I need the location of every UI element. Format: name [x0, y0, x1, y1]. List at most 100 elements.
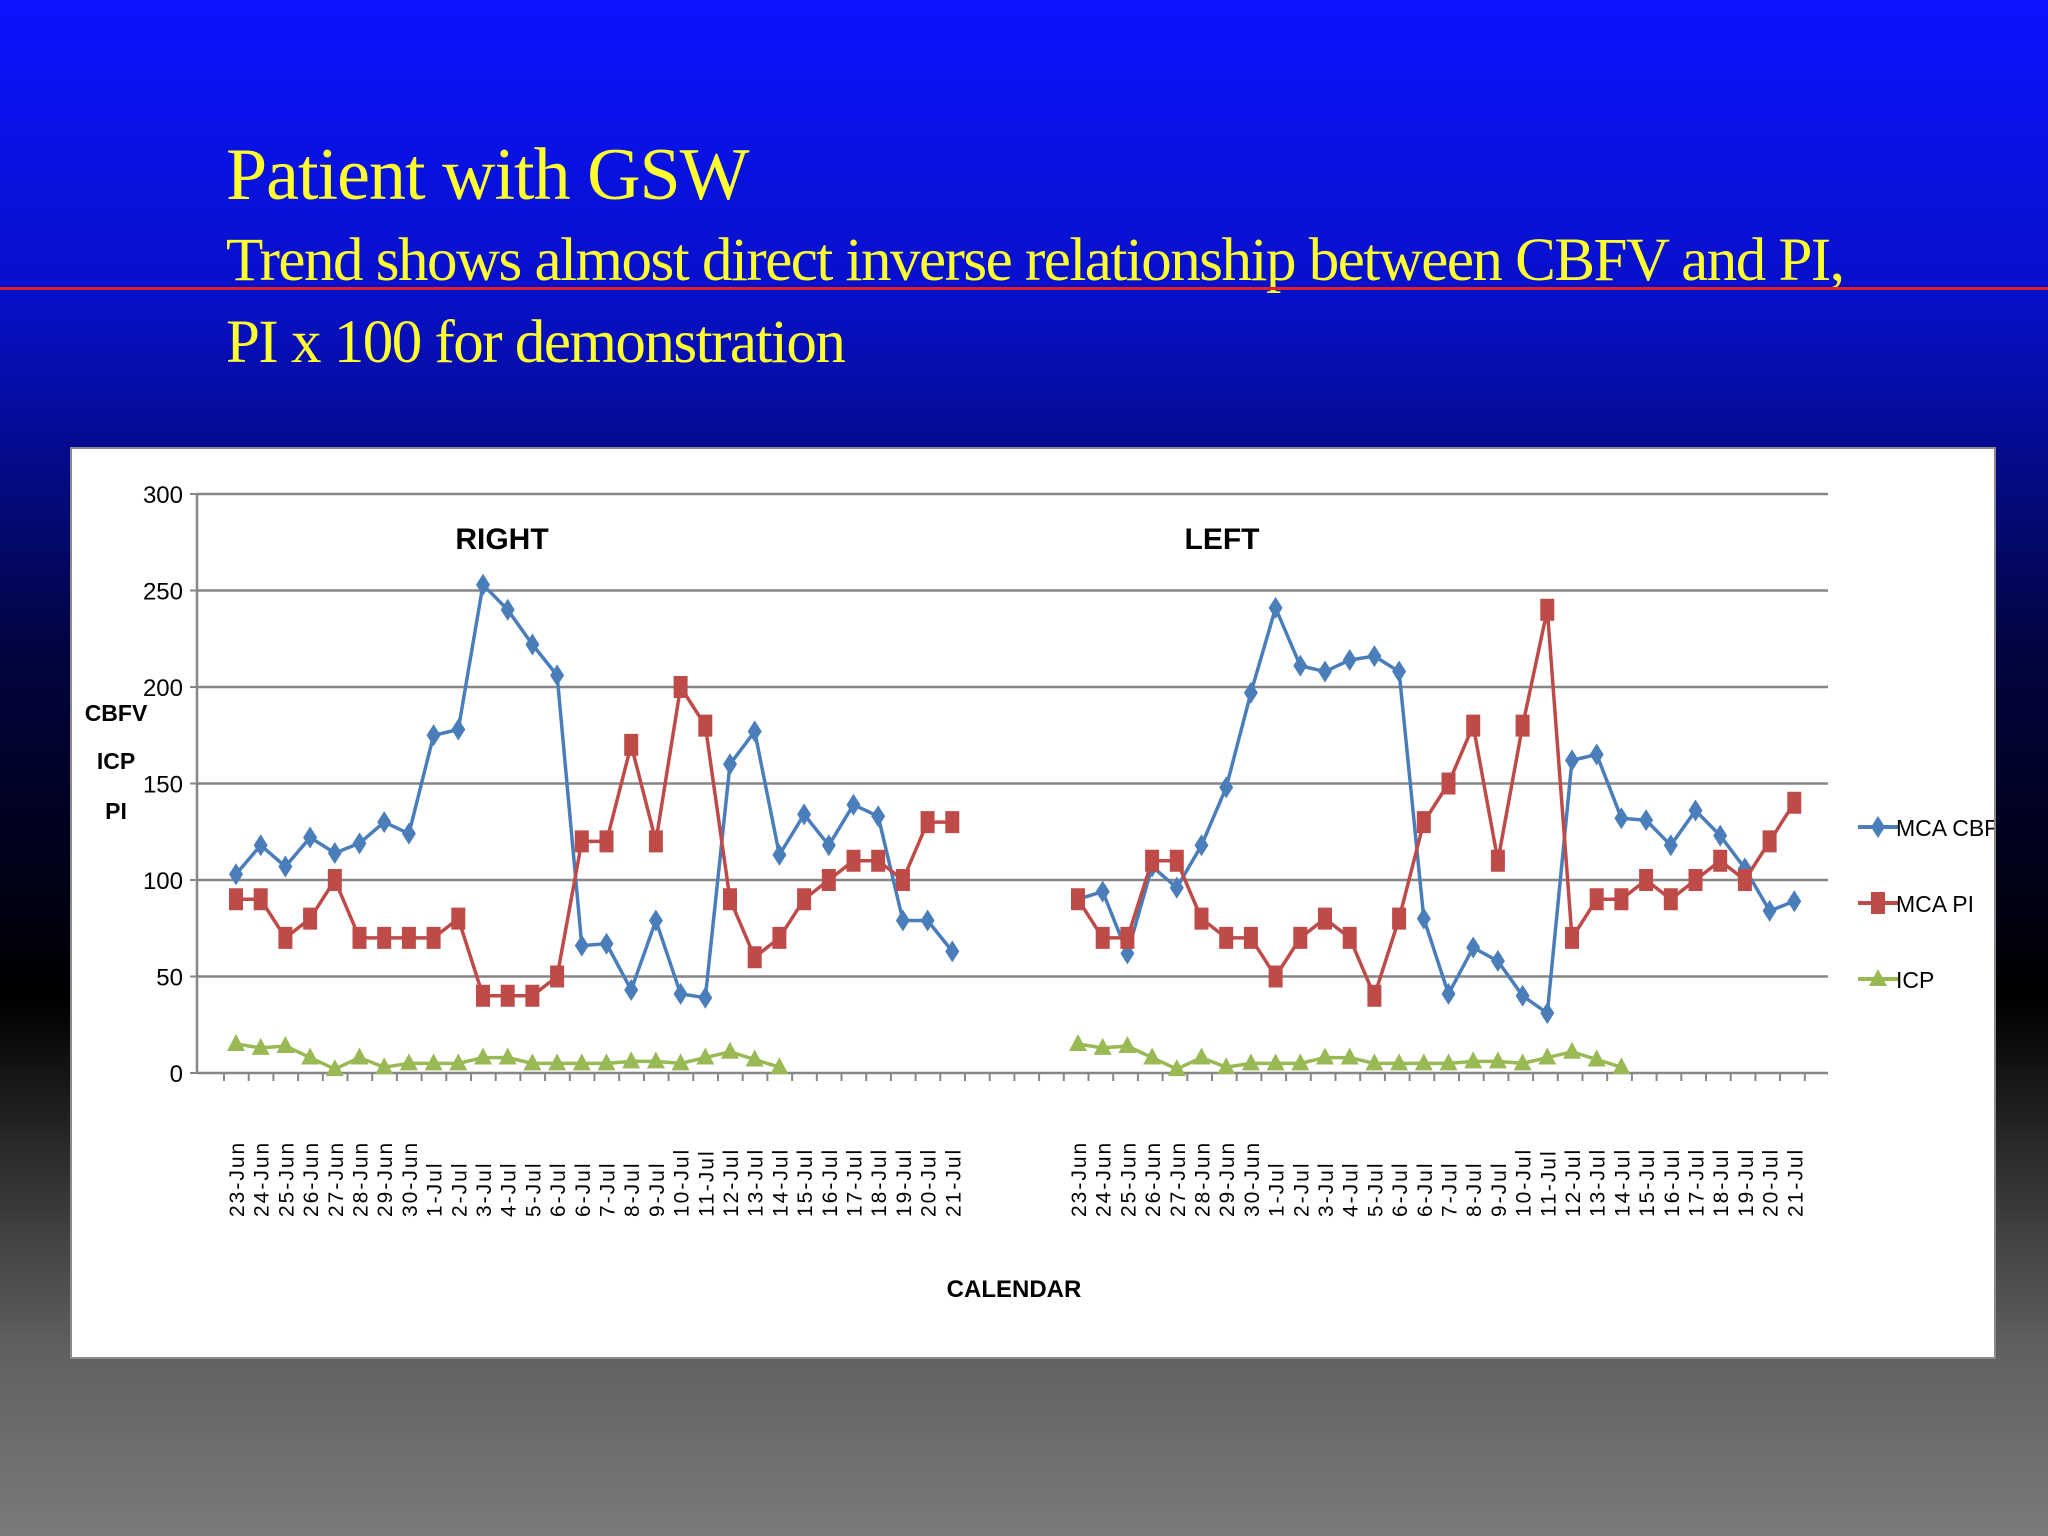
point-icp — [696, 1047, 715, 1065]
panel-title-left: LEFT — [1185, 523, 1260, 556]
point-icp — [1488, 1051, 1507, 1069]
legend-label-icp: ICP — [1896, 967, 1934, 993]
x-tick-label: 6-Jul — [1414, 1161, 1437, 1217]
point-cbfv — [945, 940, 960, 963]
legend-marker-pi — [1871, 892, 1885, 914]
point-pi — [1293, 926, 1308, 949]
point-cbfv — [1762, 899, 1777, 922]
point-icp — [1464, 1051, 1483, 1069]
point-icp — [1316, 1047, 1334, 1065]
x-tick-label: 14-Jul — [769, 1148, 792, 1217]
x-tick-label: 6-Jul — [547, 1161, 570, 1217]
point-cbfv — [747, 720, 762, 743]
y-axis-label-cbfv: CBFV — [85, 700, 148, 726]
point-pi — [920, 811, 935, 834]
point-cbfv — [648, 909, 663, 932]
x-tick-label: 7-Jul — [597, 1161, 620, 1217]
point-cbfv — [1194, 834, 1209, 857]
point-pi — [1392, 907, 1407, 930]
point-pi — [327, 869, 342, 891]
x-tick-layer: 23-Jun 24-Jun 25-Jun 26-Jun 27-Jun 28-Jun 29-J… — [223, 1073, 1807, 1217]
legend-marker-cbfv — [1871, 816, 1885, 838]
line-cbfv — [234, 582, 954, 1000]
point-icp — [1069, 1034, 1087, 1052]
series-pi-panel-1 — [1071, 598, 1802, 1007]
legend-item-icp: ICP — [1858, 967, 1934, 993]
point-icp — [1217, 1057, 1236, 1075]
point-pi — [1787, 791, 1802, 814]
x-tick-label: 30-Jun — [399, 1141, 422, 1217]
x-tick-label: 2-Jul — [1290, 1161, 1313, 1217]
x-tick-label: 6-Jul — [1389, 1161, 1412, 1217]
point-icp — [424, 1053, 443, 1071]
point-icp — [1513, 1053, 1532, 1071]
point-icp — [1538, 1047, 1557, 1065]
point-cbfv — [821, 834, 836, 857]
legend-label-cbfv: MCA CBFV — [1896, 815, 1994, 841]
point-cbfv — [1416, 907, 1431, 930]
x-tick-label: 24-Jun — [251, 1141, 274, 1217]
point-icp — [622, 1051, 641, 1069]
point-icp — [1390, 1053, 1409, 1071]
x-tick-label: 11-Jul — [695, 1149, 718, 1217]
point-cbfv — [871, 805, 886, 828]
y-tick-label-200: 200 — [143, 675, 183, 702]
x-tick-label: 14-Jul — [1611, 1148, 1634, 1217]
point-pi — [1318, 907, 1332, 930]
point-pi — [945, 811, 960, 834]
point-pi — [476, 984, 490, 1007]
x-tick-label: 6-Jul — [572, 1161, 595, 1217]
point-pi — [871, 849, 886, 872]
point-cbfv — [327, 841, 342, 864]
point-pi — [500, 984, 515, 1007]
legend-marker-icp — [1869, 969, 1887, 986]
x-tick-label: 7-Jul — [1439, 1161, 1462, 1217]
point-icp — [548, 1053, 567, 1071]
point-icp — [1291, 1053, 1310, 1071]
point-cbfv — [377, 811, 392, 834]
point-pi — [1071, 888, 1085, 911]
point-cbfv — [1367, 645, 1382, 668]
point-pi — [1194, 907, 1209, 930]
chart-svg: 23-Jun 24-Jun 25-Jun 26-Jun 27-Jun 28-Jun 29-J… — [85, 482, 1994, 1303]
point-cbfv — [1737, 857, 1752, 880]
x-tick-label: 10-Jul — [671, 1148, 694, 1217]
point-cbfv — [1490, 950, 1505, 973]
point-pi — [673, 676, 688, 698]
point-pi — [1540, 598, 1555, 621]
y-tick-label-300: 300 — [143, 482, 183, 509]
point-icp — [1118, 1035, 1137, 1053]
series-icp-panel-0 — [227, 1034, 789, 1077]
point-pi — [599, 830, 614, 853]
line-pi — [1076, 608, 1796, 998]
x-tick-label: 18-Jul — [868, 1148, 891, 1217]
series-cbfv-panel-1 — [1071, 596, 1802, 1025]
x-tick-label: 15-Jul — [794, 1148, 817, 1217]
point-icp — [1365, 1053, 1384, 1071]
point-pi — [1342, 926, 1357, 949]
point-cbfv — [772, 843, 787, 866]
point-icp — [721, 1041, 739, 1059]
x-axis-label: CALENDAR — [947, 1276, 1082, 1303]
x-tick-label: 25-Jun — [1117, 1141, 1140, 1217]
point-icp — [301, 1047, 320, 1065]
x-tick-label: 1-Jul — [424, 1161, 447, 1217]
slide-subtitle-line-1: Trend shows almost direct inverse relati… — [226, 227, 1845, 294]
point-cbfv — [1515, 984, 1530, 1007]
point-pi — [797, 888, 812, 911]
point-pi — [1219, 926, 1234, 949]
grid-layer — [197, 492, 1828, 978]
point-icp — [1612, 1057, 1631, 1075]
slide-title-block: Patient with GSW Trend shows almost dire… — [226, 130, 1845, 384]
point-cbfv — [673, 982, 688, 1005]
point-pi — [550, 965, 565, 988]
point-cbfv — [797, 803, 812, 826]
x-tick-label: 18-Jul — [1710, 1148, 1733, 1217]
point-cbfv — [1713, 824, 1728, 847]
point-pi — [1416, 811, 1431, 834]
series-icp-panel-1 — [1069, 1034, 1631, 1077]
point-pi — [426, 926, 441, 949]
point-pi — [1688, 869, 1703, 891]
point-pi — [229, 888, 243, 911]
point-pi — [1120, 926, 1135, 949]
